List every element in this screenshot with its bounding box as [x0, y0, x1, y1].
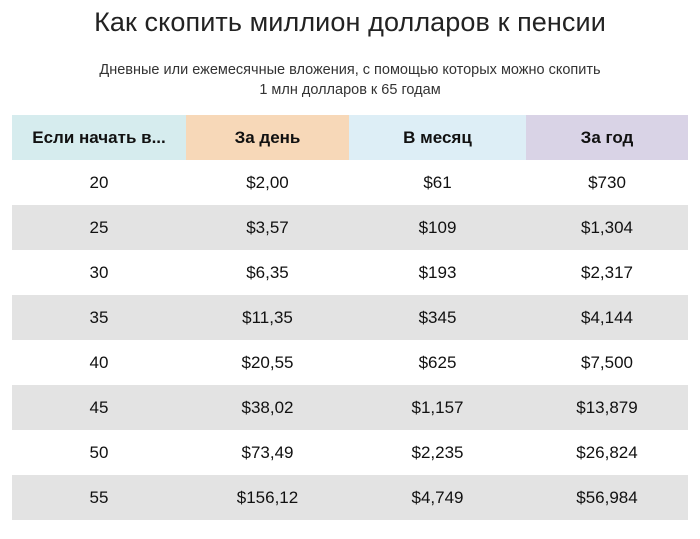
per-year-cell: $2,317: [581, 262, 633, 282]
per-month-cell: $625: [418, 352, 457, 372]
start-age-cell: 25: [89, 217, 109, 237]
table-row: 30 $6,35 $193 $2,317: [12, 250, 688, 295]
page-title: Как скопить миллион долларов к пенсии: [94, 7, 606, 37]
per-day-cell: $73,49: [241, 442, 294, 462]
per-month-cell: $61: [423, 172, 452, 192]
per-year-cell: $56,984: [576, 487, 638, 507]
per-year-cell: $1,304: [581, 217, 633, 237]
per-year-cell: $26,824: [576, 442, 638, 462]
per-day-cell: $38,02: [241, 397, 294, 417]
per-year-cell: $730: [588, 172, 626, 192]
per-day-cell: $11,35: [242, 307, 293, 327]
table-row: 20 $2,00 $61 $730: [12, 160, 688, 205]
subtitle-line-1: Дневные или ежемесячные вложения, с помо…: [99, 62, 601, 78]
page-subtitle: Дневные или ежемесячные вложения, с помо…: [0, 60, 700, 100]
start-age-cell: 50: [89, 442, 109, 462]
per-year-cell: $7,500: [581, 352, 633, 372]
table-row: 50 $73,49 $2,235 $26,824: [12, 430, 688, 475]
table-body: 20 $2,00 $61 $730 25 $3,57 $109 $1,304 30 $6,35 $1…: [12, 160, 688, 520]
header-per-day: За день: [186, 115, 349, 160]
table-row: 45 $38,02 $1,157 $13,879: [12, 385, 688, 430]
header-per-month: В месяц: [349, 115, 526, 160]
per-year-cell: $13,879: [576, 397, 638, 417]
header-per-year: За год: [526, 115, 688, 160]
subtitle-line-2: 1 млн долларов к 65 годам: [259, 82, 441, 98]
per-day-cell: $156,12: [236, 487, 299, 507]
per-month-cell: $109: [418, 217, 457, 237]
table-row: 35 $11,35 $345 $4,144: [12, 295, 688, 340]
per-year-cell: $4,144: [581, 307, 633, 327]
per-day-cell: $6,35: [246, 262, 289, 282]
per-day-cell: $2,00: [246, 172, 289, 192]
per-month-cell: $1,157: [411, 397, 464, 417]
start-age-cell: 35: [89, 307, 109, 327]
start-age-cell: 45: [89, 397, 109, 417]
per-month-cell: $193: [418, 262, 457, 282]
per-day-cell: $3,57: [246, 217, 289, 237]
start-age-cell: 55: [89, 487, 109, 507]
table-header-row: Если начать в... За день В месяц За год: [12, 115, 688, 160]
per-day-cell: $20,55: [241, 352, 294, 372]
per-month-cell: $4,749: [411, 487, 464, 507]
header-start-age: Если начать в...: [12, 115, 186, 160]
table-row: 25 $3,57 $109 $1,304: [12, 205, 688, 250]
start-age-cell: 20: [89, 172, 109, 192]
savings-table: Если начать в... За день В месяц За год …: [12, 115, 688, 520]
table-row: 40 $20,55 $625 $7,500: [12, 340, 688, 385]
per-month-cell: $345: [418, 307, 457, 327]
start-age-cell: 30: [89, 262, 109, 282]
start-age-cell: 40: [89, 352, 109, 372]
per-month-cell: $2,235: [411, 442, 464, 462]
table-row: 55 $156,12 $4,749 $56,984: [12, 475, 688, 520]
